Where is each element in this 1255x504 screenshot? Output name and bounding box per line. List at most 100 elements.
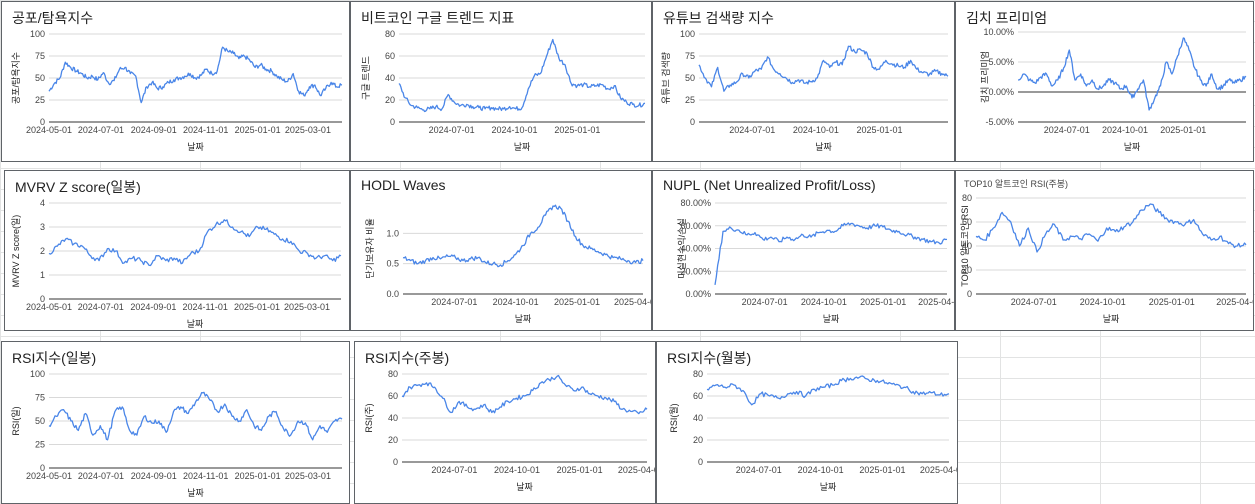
x-tick-label: 2024-07-01 [729, 125, 775, 135]
x-tick-label: 2025-01-01 [235, 471, 281, 481]
x-tick-label: 2024-05-01 [26, 471, 72, 481]
chart-svg: 0 20 40 60 80 2024-07-01 2024-10-01 2025-01-01 2… [960, 193, 1254, 324]
x-tick-label: 2024-09-01 [131, 471, 177, 481]
x-tick-label: 2024-11-01 [183, 125, 228, 135]
y-tick-label: 60 [693, 391, 703, 401]
y-axis-label: 단기보유자 비율 [365, 218, 375, 278]
x-tick-label: 2024-07-01 [78, 302, 124, 312]
y-tick-label: 2 [40, 246, 45, 256]
x-tick-label: 2024-09-01 [130, 302, 176, 312]
x-tick-label: 2024-10-01 [1102, 125, 1148, 135]
y-tick-label: 80 [693, 369, 703, 379]
y-tick-label: 20 [693, 435, 703, 445]
x-tick-label: 2025-01-01 [1149, 297, 1195, 307]
x-tick-label: 2024-07-01 [736, 465, 782, 475]
chart-title: 비트코인 구글 트렌드 지표 [361, 10, 515, 26]
chart-svg: 0.0 0.5 1.0 2024-07-01 2024-10-01 2025-01-01 2… [365, 204, 652, 324]
y-axis-label: 공포/탐욕지수 [10, 52, 21, 104]
y-tick-label: 25 [35, 440, 45, 450]
chart-rsi-monthly[interactable]: RSI지수(월봉) 0 20 40 60 80 2024-07-01 2024-10-01 20… [656, 341, 958, 504]
y-tick-label: 75 [685, 51, 695, 61]
x-tick-label: 2025-01-01 [859, 465, 905, 475]
y-tick-label: 40 [388, 413, 398, 423]
chart-google-trends[interactable]: 비트코인 구글 트렌드 지표 0 20 40 60 80 2024-07-01 2024-10… [350, 1, 652, 162]
series-line-0 [975, 203, 1247, 253]
x-tick-label: 2025-01-01 [1160, 125, 1206, 135]
x-axis-label: 날짜 [187, 142, 204, 152]
series-line-0 [402, 204, 644, 268]
y-tick-label: 20.00% [680, 266, 711, 276]
y-tick-label: 0 [40, 294, 45, 304]
y-tick-label: 75 [35, 393, 45, 403]
y-tick-label: 60 [385, 51, 395, 61]
y-tick-label: 0.5 [386, 259, 399, 269]
chart-svg: 0 20 40 60 80 2024-07-01 2024-10-01 2025-01-01 2… [668, 369, 957, 492]
chart-mvrv-z-score[interactable]: MVRV Z score(일봉) 0 1 2 3 4 2024-05-01 2024-07-0… [4, 170, 350, 331]
x-axis-label: 날짜 [815, 142, 832, 152]
y-axis-label: 김치 프리미엄 [979, 51, 990, 103]
x-tick-label: 2024-07-01 [78, 471, 124, 481]
x-axis-label: 날짜 [1124, 142, 1141, 152]
x-tick-label: 2025-04-01 [618, 465, 656, 475]
x-tick-label: 2024-05-01 [26, 125, 72, 135]
y-tick-label: 0 [393, 457, 398, 467]
x-tick-label: 2025-04-01 [918, 297, 955, 307]
y-axis-label: TOP10 알트코인 RSI [960, 205, 970, 286]
x-tick-label: 2024-10-01 [793, 125, 839, 135]
chart-title: 공포/탐욕지수 [12, 10, 94, 26]
x-axis-label: 날짜 [187, 319, 204, 329]
chart-title: 김치 프리미엄 [966, 10, 1048, 26]
x-axis-label: 날짜 [1103, 314, 1120, 324]
series-line-0 [1017, 37, 1247, 111]
series-line-0 [698, 45, 949, 92]
y-tick-label: 50 [685, 73, 695, 83]
chart-nupl[interactable]: NUPL (Net Unrealized Profit/Loss) 0.00% 20… [652, 170, 955, 331]
chart-title: MVRV Z score(일봉) [15, 179, 141, 195]
chart-youtube-search[interactable]: 유튜브 검색량 지수 0 25 50 75 100 2024-07-01 2024-10-01… [652, 1, 955, 162]
chart-rsi-daily[interactable]: RSI지수(일봉) 0 25 50 75 100 2024-05-01 2024-07-01 2… [1, 341, 350, 504]
x-tick-label: 2024-10-01 [801, 297, 847, 307]
x-tick-label: 2025-04-01 [1216, 297, 1254, 307]
x-tick-label: 2024-11-01 [183, 471, 228, 481]
y-axis-label: RSI(주) [364, 403, 374, 432]
chart-hodl-waves[interactable]: HODL Waves 0.0 0.5 1.0 2024-07-01 2024-10-01 2… [350, 170, 652, 331]
series-line-0 [48, 219, 342, 267]
x-tick-label: 2024-10-01 [494, 465, 540, 475]
y-tick-label: 50 [35, 73, 45, 83]
x-tick-label: 2024-10-01 [798, 465, 844, 475]
y-tick-label: -5.00% [985, 117, 1014, 127]
x-axis-label: 날짜 [515, 314, 532, 324]
y-tick-label: 60.00% [680, 221, 711, 231]
y-tick-label: 0 [967, 289, 972, 299]
y-axis-label: 미실현수익/손실 [676, 218, 687, 278]
y-tick-label: 40 [693, 413, 703, 423]
chart-svg: 0 25 50 75 100 2024-05-01 2024-07-01 2024-09-01… [11, 369, 343, 498]
x-tick-label: 2024-05-01 [26, 302, 72, 312]
series-line-0 [48, 391, 343, 441]
series-line-0 [48, 46, 343, 104]
y-tick-label: 80 [385, 29, 395, 39]
x-tick-label: 2025-04-01 [614, 297, 652, 307]
y-tick-label: 40 [385, 73, 395, 83]
y-tick-label: 0 [690, 117, 695, 127]
y-tick-label: 20 [385, 95, 395, 105]
chart-rsi-weekly[interactable]: RSI지수(주봉) 0 20 40 60 80 2024-07-01 2024-10-01 20… [354, 341, 656, 504]
y-tick-label: 0 [40, 117, 45, 127]
x-tick-label: 2024-10-01 [493, 297, 539, 307]
x-tick-label: 2024-07-01 [1011, 297, 1057, 307]
chart-svg: 0 25 50 75 100 2024-05-01 2024-07-01 2024-09-01… [10, 29, 343, 152]
x-tick-label: 2024-07-01 [742, 297, 788, 307]
y-tick-label: 50 [35, 416, 45, 426]
chart-title: 유튜브 검색량 지수 [663, 10, 774, 26]
series-line-0 [714, 222, 948, 286]
y-tick-label: 80.00% [680, 198, 711, 208]
chart-top10-alt-rsi[interactable]: TOP10 알트코인 RSI(주봉) 0 20 40 60 80 2024-07-01 202… [955, 170, 1254, 331]
y-tick-label: 60 [962, 217, 972, 227]
series-line-0 [401, 374, 648, 415]
chart-fear-greed-index[interactable]: 공포/탐욕지수 0 25 50 75 100 2024-05-01 2024-07-01 202… [1, 1, 350, 162]
y-tick-label: 0 [390, 117, 395, 127]
x-tick-label: 2025-03-01 [285, 125, 331, 135]
y-tick-label: 0 [698, 457, 703, 467]
series-line-0 [706, 375, 950, 406]
chart-kimchi-premium[interactable]: 김치 프리미엄 -5.00% 0.00% 5.00% 10.00% 2024-07-01 2… [955, 1, 1254, 162]
